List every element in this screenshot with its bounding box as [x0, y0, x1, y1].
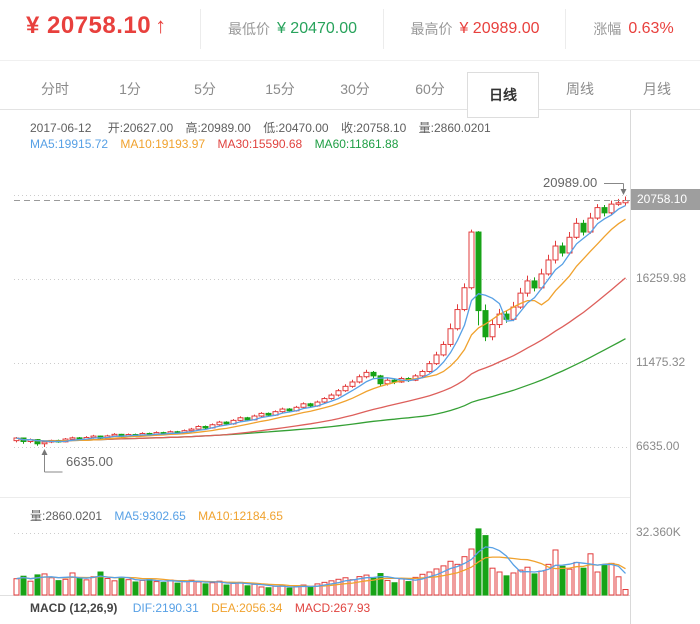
tab-周线[interactable]: 周线 — [566, 81, 594, 97]
stat-label: 最高价 — [410, 21, 453, 37]
tab-月线[interactable]: 月线 — [643, 81, 671, 97]
low-annotation: 6635.00 — [66, 454, 113, 469]
ma10-legend: MA10:19193.97 — [120, 137, 206, 151]
tab-60分[interactable]: 60分 — [415, 81, 445, 97]
current-price: ¥ 20758.10 ↑ — [26, 12, 167, 40]
volume-ma10-legend: MA10:12184.65 — [198, 509, 283, 523]
header-divider — [0, 60, 700, 61]
current-price-tag: 20758.10 — [631, 189, 700, 211]
ma30-legend: MA30:15590.68 — [217, 137, 303, 151]
stat-value: ¥ 20989.00 — [459, 20, 540, 37]
macd-dea: DEA:2056.34 — [211, 601, 283, 615]
tab-30分[interactable]: 30分 — [340, 81, 370, 97]
stat-1: 最高价 ¥ 20989.00 — [383, 9, 566, 49]
ma60-legend: MA60:11861.88 — [314, 137, 399, 151]
volume-value: 量:2860.0201 — [418, 121, 491, 135]
volume-today: 量:2860.0201 — [30, 509, 103, 523]
candlestick-chart[interactable] — [0, 110, 700, 624]
macd-title: MACD (12,26,9) — [30, 601, 118, 615]
macd-value: MACD:267.93 — [294, 601, 371, 615]
y-axis-label: 6635.00 — [636, 439, 680, 453]
volume-ma5-legend: MA5:9302.65 — [114, 509, 186, 523]
stat-value: 0.63% — [628, 20, 674, 37]
price-value: ¥ 20758.10 — [26, 12, 152, 39]
close-value: 收:20758.10 — [340, 121, 407, 135]
up-arrow-icon: ↑ — [155, 13, 167, 38]
y-axis-label: 16259.98 — [636, 271, 687, 285]
volume-axis-label: 32.360K — [636, 525, 681, 539]
stat-value: ¥ 20470.00 — [276, 20, 358, 37]
stat-label: 最低价 — [227, 21, 270, 37]
stat-0: 最低价 ¥ 20470.00 — [200, 9, 384, 49]
tab-日线[interactable]: 日线 — [467, 72, 539, 118]
tab-1分[interactable]: 1分 — [119, 81, 141, 97]
volume-legend-row: 量:2860.0201 MA5:9302.65 MA10:12184.65 — [30, 507, 292, 524]
ohlc-info-row: 2017-06-12 开:20627.00 高:20989.00 低:20470… — [30, 119, 500, 136]
macd-dif: DIF:2190.31 — [132, 601, 199, 615]
tab-15分[interactable]: 15分 — [265, 81, 295, 97]
high-value: 高:20989.00 — [185, 121, 251, 135]
tab-分时[interactable]: 分时 — [41, 81, 69, 97]
macd-legend-row: MACD (12,26,9) DIF:2190.31 DEA:2056.34 M… — [30, 601, 379, 615]
ma5-legend: MA5:19915.72 — [30, 137, 109, 151]
tabs-divider — [0, 109, 700, 110]
high-annotation: 20989.00 — [543, 175, 598, 190]
stat-2: 涨幅 0.63% — [565, 9, 700, 49]
open-value: 开:20627.00 — [107, 121, 174, 135]
low-value: 低:20470.00 — [263, 121, 329, 135]
stat-label: 涨幅 — [593, 21, 622, 37]
y-axis-label: 11475.32 — [636, 354, 686, 369]
tab-5分[interactable]: 5分 — [194, 81, 216, 97]
date-label: 2017-06-12 — [30, 121, 92, 135]
ma-legend-row: MA5:19915.72 MA10:19193.97 MA30:15590.68… — [30, 137, 407, 151]
